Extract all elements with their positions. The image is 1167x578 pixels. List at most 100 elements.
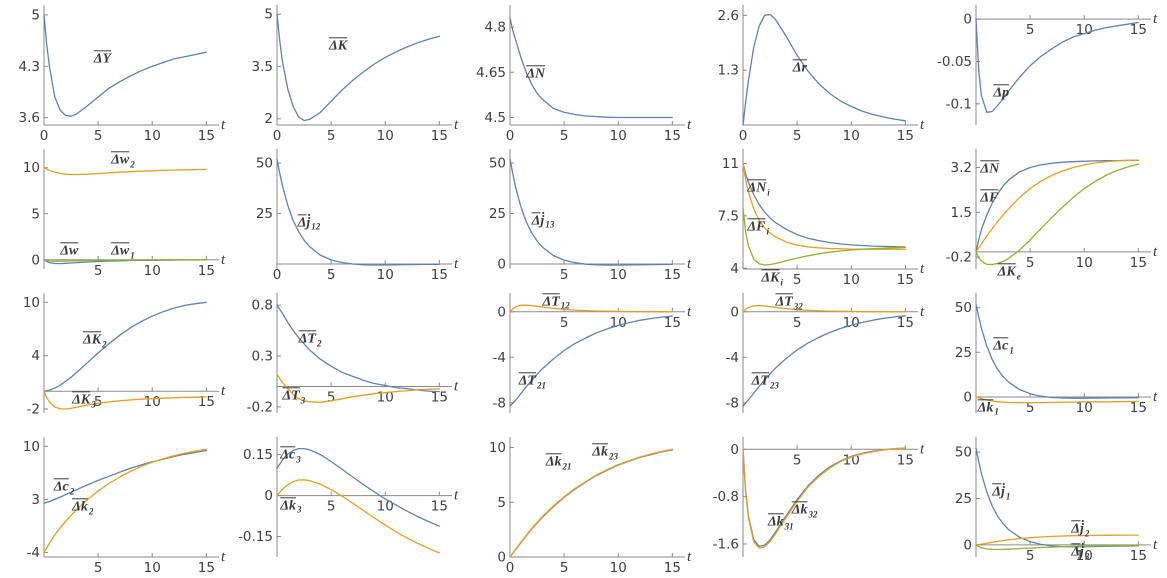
x-tick-label: 0 — [739, 128, 748, 144]
x-tick-label: 10 — [377, 499, 394, 515]
y-tick-label: 0.8 — [252, 298, 273, 314]
curve-label-delta-k23: Δk23 — [592, 444, 619, 462]
curve-label-delta-w2: Δw2 — [111, 152, 135, 170]
x-tick-label: 10 — [377, 267, 394, 283]
y-tick-label: -2 — [27, 402, 40, 418]
curve-delta-n-i — [742, 162, 906, 248]
y-tick-label: 4.65 — [476, 65, 506, 81]
plot-canvas: 5 10 15 -0.15 0 0.15 t — [238, 437, 459, 557]
y-tick-label: -4 — [726, 350, 739, 366]
curve-delta-n — [509, 17, 673, 119]
y-tick-label: -8 — [493, 395, 506, 411]
y-tick-label: 0 — [963, 12, 972, 28]
plot-canvas: 0 5 10 15 4.5 4.65 4.8 t — [476, 5, 692, 144]
y-tick-label: -1.6 — [713, 536, 739, 552]
y-tick-label: 5 — [31, 7, 40, 23]
plot-canvas: 5 10 15 -8 -4 0 t — [726, 293, 925, 413]
y-tick-label: 0 — [730, 442, 739, 458]
x-tick-label: 5 — [793, 452, 802, 468]
plot-canvas: 0 5 10 15 25 50 t — [256, 149, 459, 283]
curve-label-delta-w: Δw — [60, 243, 79, 259]
x-tick-label: 0 — [506, 560, 515, 576]
y-tick-label: -0.15 — [238, 529, 273, 545]
y-tick-label: 1.3 — [718, 63, 739, 79]
curve-label-delta-k21: Δk21 — [545, 454, 572, 471]
curve-delta-k23 — [509, 448, 673, 558]
curve-label-delta-k31: Δk31 — [767, 514, 794, 532]
y-tick-label: 2 — [264, 111, 273, 127]
x-tick-label: 5 — [1026, 548, 1035, 564]
curve-label-delta-j1: Δj̇1 — [992, 484, 1011, 502]
x-tick-label: 15 — [897, 452, 914, 468]
x-tick-label: 10 — [843, 315, 860, 331]
curve-delta-k32 — [742, 447, 906, 549]
plot-canvas: 5 10 15 0 25 50 t — [955, 437, 1158, 564]
curve-label-delta-y: ΔY — [93, 51, 112, 67]
curve-delta-j12 — [276, 158, 440, 266]
curve-label-delta-j12: Δj̇12 — [297, 214, 321, 232]
x-axis-label: t — [1153, 537, 1158, 553]
y-tick-label: 0 — [497, 304, 506, 320]
curve-delta-y — [43, 14, 207, 117]
chart-delta-k31-k32: 5 10 15 -1.6 -0.8 0 t Δk31 Δk32 — [699, 433, 932, 577]
y-tick-label: 4.8 — [485, 20, 506, 36]
curve-delta-r — [742, 13, 906, 126]
chart-delta-j12: 0 5 10 15 25 50 t Δj̇12 — [233, 145, 466, 289]
plot-canvas: 5 10 15 0 5 10 t — [23, 149, 226, 279]
curve-delta-c3 — [276, 447, 440, 527]
curve-label-delta-c2: Δc2 — [53, 479, 75, 497]
y-tick-label: -4 — [27, 545, 40, 561]
plot-canvas: 5 10 15 -0.2 1.5 3.2 t — [946, 149, 1158, 271]
curve-delta-t3 — [276, 373, 440, 403]
x-tick-label: 15 — [1130, 548, 1147, 564]
curve-label-delta-t2: ΔT2 — [298, 331, 322, 348]
x-axis-label: t — [454, 488, 459, 504]
x-tick-label: 15 — [431, 390, 448, 406]
x-tick-label: 5 — [793, 315, 802, 331]
x-tick-label: 10 — [1076, 400, 1093, 416]
curve-delta-k-e — [975, 163, 1139, 266]
x-tick-label: 15 — [198, 560, 215, 576]
x-tick-label: 0 — [273, 267, 282, 283]
plot-canvas: 0 5 10 15 2 3.5 5 t — [252, 5, 459, 144]
plot-canvas: 5 10 15 -0.1 -0.05 0 t — [937, 5, 1158, 125]
x-tick-label: 5 — [560, 128, 569, 144]
x-axis-label: t — [687, 256, 692, 272]
y-tick-label: 10 — [23, 160, 40, 176]
curve-label-delta-c3: Δc3 — [280, 447, 301, 464]
plot-canvas: 5 10 15-0.20.30.8t — [247, 293, 459, 415]
curve-delta-n — [975, 159, 1139, 253]
chart-delta-c1-k1: 5 10 15 0 25 50 t Δc1 Δk1 — [932, 289, 1165, 433]
curve-delta-c2 — [43, 449, 207, 504]
curve-delta-k3 — [276, 479, 440, 554]
x-tick-label: 5 — [793, 128, 802, 144]
x-tick-label: 10 — [144, 560, 161, 576]
x-tick-label: 10 — [610, 267, 627, 283]
y-tick-label: 25 — [955, 345, 972, 361]
chart-delta-k21-k23: 0 5 10 15 0 5 10 t Δk21 Δk23 — [466, 433, 699, 577]
x-tick-label: 10 — [144, 263, 161, 279]
chart-delta-w: 5 10 15 0 5 10 t Δw2 Δw Δw1 — [0, 145, 233, 289]
x-tick-label: 5 — [94, 128, 103, 144]
plot-canvas: 5 10 15 -2 4 10 t — [23, 293, 226, 418]
y-tick-label: 50 — [489, 156, 506, 172]
y-tick-label: 4 — [31, 348, 40, 364]
curve-delta-f-i — [742, 162, 906, 250]
x-tick-label: 5 — [94, 263, 103, 279]
curve-delta-t12 — [509, 304, 673, 313]
x-tick-label: 15 — [198, 394, 215, 410]
chart-delta-c2-k2: 5 10 15 -4 3 10 t Δc2 Δk2 — [0, 433, 233, 577]
x-tick-label: 15 — [1130, 400, 1147, 416]
plot-canvas: 0 5 10 15 3.6 4.3 5 t — [19, 5, 226, 144]
x-tick-label: 15 — [431, 267, 448, 283]
x-tick-label: 15 — [897, 272, 914, 288]
x-tick-label: 5 — [327, 390, 336, 406]
x-tick-label: 15 — [198, 263, 215, 279]
x-axis-label: t — [1153, 389, 1158, 405]
y-tick-label: 3.5 — [252, 59, 273, 75]
curve-delta-p — [975, 18, 1139, 113]
plot-canvas: 5 10 15 -4 3 10 t — [23, 437, 226, 576]
curve-label-delta-t23: ΔT23 — [751, 373, 779, 391]
y-tick-label: 11 — [722, 156, 739, 172]
